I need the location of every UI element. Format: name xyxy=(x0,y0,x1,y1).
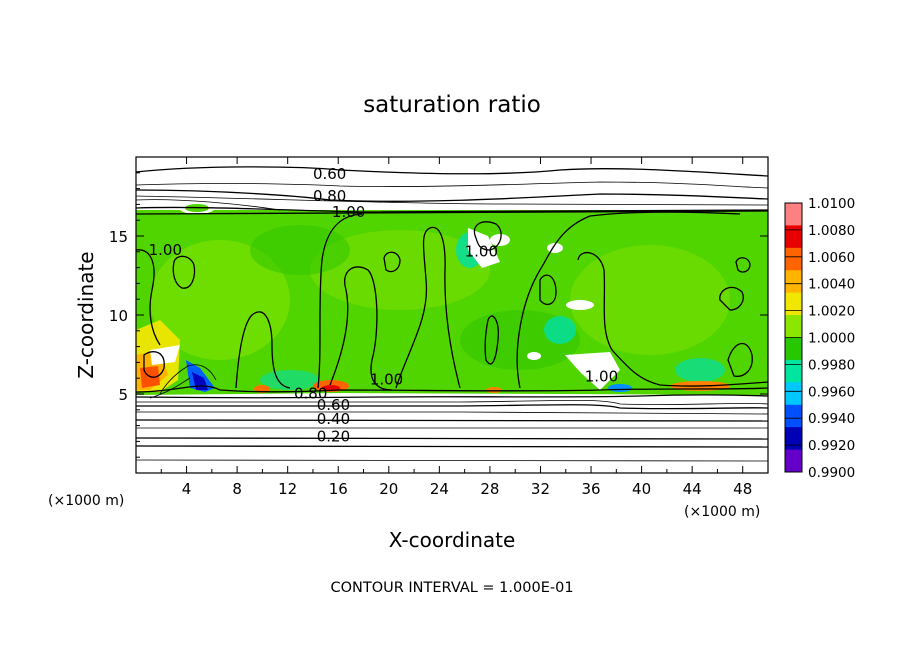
colorbar-segment xyxy=(785,449,802,473)
colorbar-segment xyxy=(785,404,802,428)
contour-label: 0.80 xyxy=(294,385,327,403)
x-axis-label: X-coordinate xyxy=(389,528,516,552)
x-tick-label: 40 xyxy=(632,480,651,498)
colorbar-label: 0.9940 xyxy=(808,411,855,427)
colorbar-label: 1.0060 xyxy=(808,250,855,266)
x-unit-left: (×1000 m) xyxy=(48,493,124,509)
contour-label: 1.00 xyxy=(465,243,498,261)
x-tick-label: 28 xyxy=(480,480,499,498)
contour-label: 1.00 xyxy=(332,203,365,221)
colorbar-segment xyxy=(785,292,802,316)
x-unit-right: (×1000 m) xyxy=(684,504,760,520)
contour-label: 0.60 xyxy=(317,396,350,414)
colorbar-segment xyxy=(785,315,802,338)
contour-label: 1.00 xyxy=(370,371,403,389)
contour-label: 0.20 xyxy=(317,427,350,445)
colorbar-segment xyxy=(785,359,802,383)
x-tick-label: 24 xyxy=(430,480,449,498)
y-axis: 5 10 15 xyxy=(109,172,768,458)
contour-label: 0.40 xyxy=(317,410,350,428)
contour-label: 0.60 xyxy=(313,165,346,183)
colorbar-segment xyxy=(785,337,802,361)
x-axis: 4 8 12 16 20 24 28 32 36 40 44 48 xyxy=(160,157,752,498)
contour-label: 1.00 xyxy=(585,367,618,385)
colorbar-label: 1.0080 xyxy=(808,223,855,239)
colorbar-label: 0.9960 xyxy=(808,384,855,400)
colorbar-label: 1.0020 xyxy=(808,304,855,320)
x-tick-label: 12 xyxy=(278,480,297,498)
contour-label: 0.80 xyxy=(313,187,346,205)
x-tick-label: 16 xyxy=(329,480,348,498)
x-tick-label: 36 xyxy=(581,480,600,498)
y-tick-label: 15 xyxy=(109,228,128,246)
colorbar: 1.0100 1.0080 1.0060 1.0040 1.0020 1.0000 0.99… xyxy=(784,196,855,481)
heatmap-field xyxy=(136,202,768,400)
colorbar-segment xyxy=(785,225,802,249)
chart-title: saturation ratio xyxy=(363,92,541,118)
colorbar-label: 0.9900 xyxy=(808,465,855,481)
y-tick-label: 5 xyxy=(118,386,128,404)
colorbar-label: 0.9920 xyxy=(808,438,855,454)
contour-label: 1.00 xyxy=(149,241,182,259)
colorbar-label: 1.0100 xyxy=(808,196,855,212)
colorbar-segment xyxy=(785,247,802,271)
x-tick-label: 4 xyxy=(182,480,192,498)
y-tick-label: 10 xyxy=(109,307,128,325)
x-tick-label: 48 xyxy=(733,480,752,498)
y-axis-label: Z-coordinate xyxy=(74,251,98,378)
x-tick-label: 32 xyxy=(531,480,550,498)
colorbar-segment xyxy=(785,427,802,451)
colorbar-label: 1.0000 xyxy=(808,331,855,347)
colorbar-segment xyxy=(785,270,802,294)
colorbar-segment xyxy=(785,382,802,406)
contour-interval-note: CONTOUR INTERVAL = 1.000E-01 xyxy=(330,580,573,596)
x-tick-label: 44 xyxy=(683,480,702,498)
x-tick-label: 20 xyxy=(379,480,398,498)
x-tick-label: 8 xyxy=(232,480,242,498)
colorbar-segment xyxy=(785,203,802,226)
contour-labels: 0.600.801.001.00 1.001.00 1.000.800.600.40… xyxy=(149,165,618,445)
colorbar-label: 0.9980 xyxy=(808,357,855,373)
colorbar-label: 1.0040 xyxy=(808,277,855,293)
